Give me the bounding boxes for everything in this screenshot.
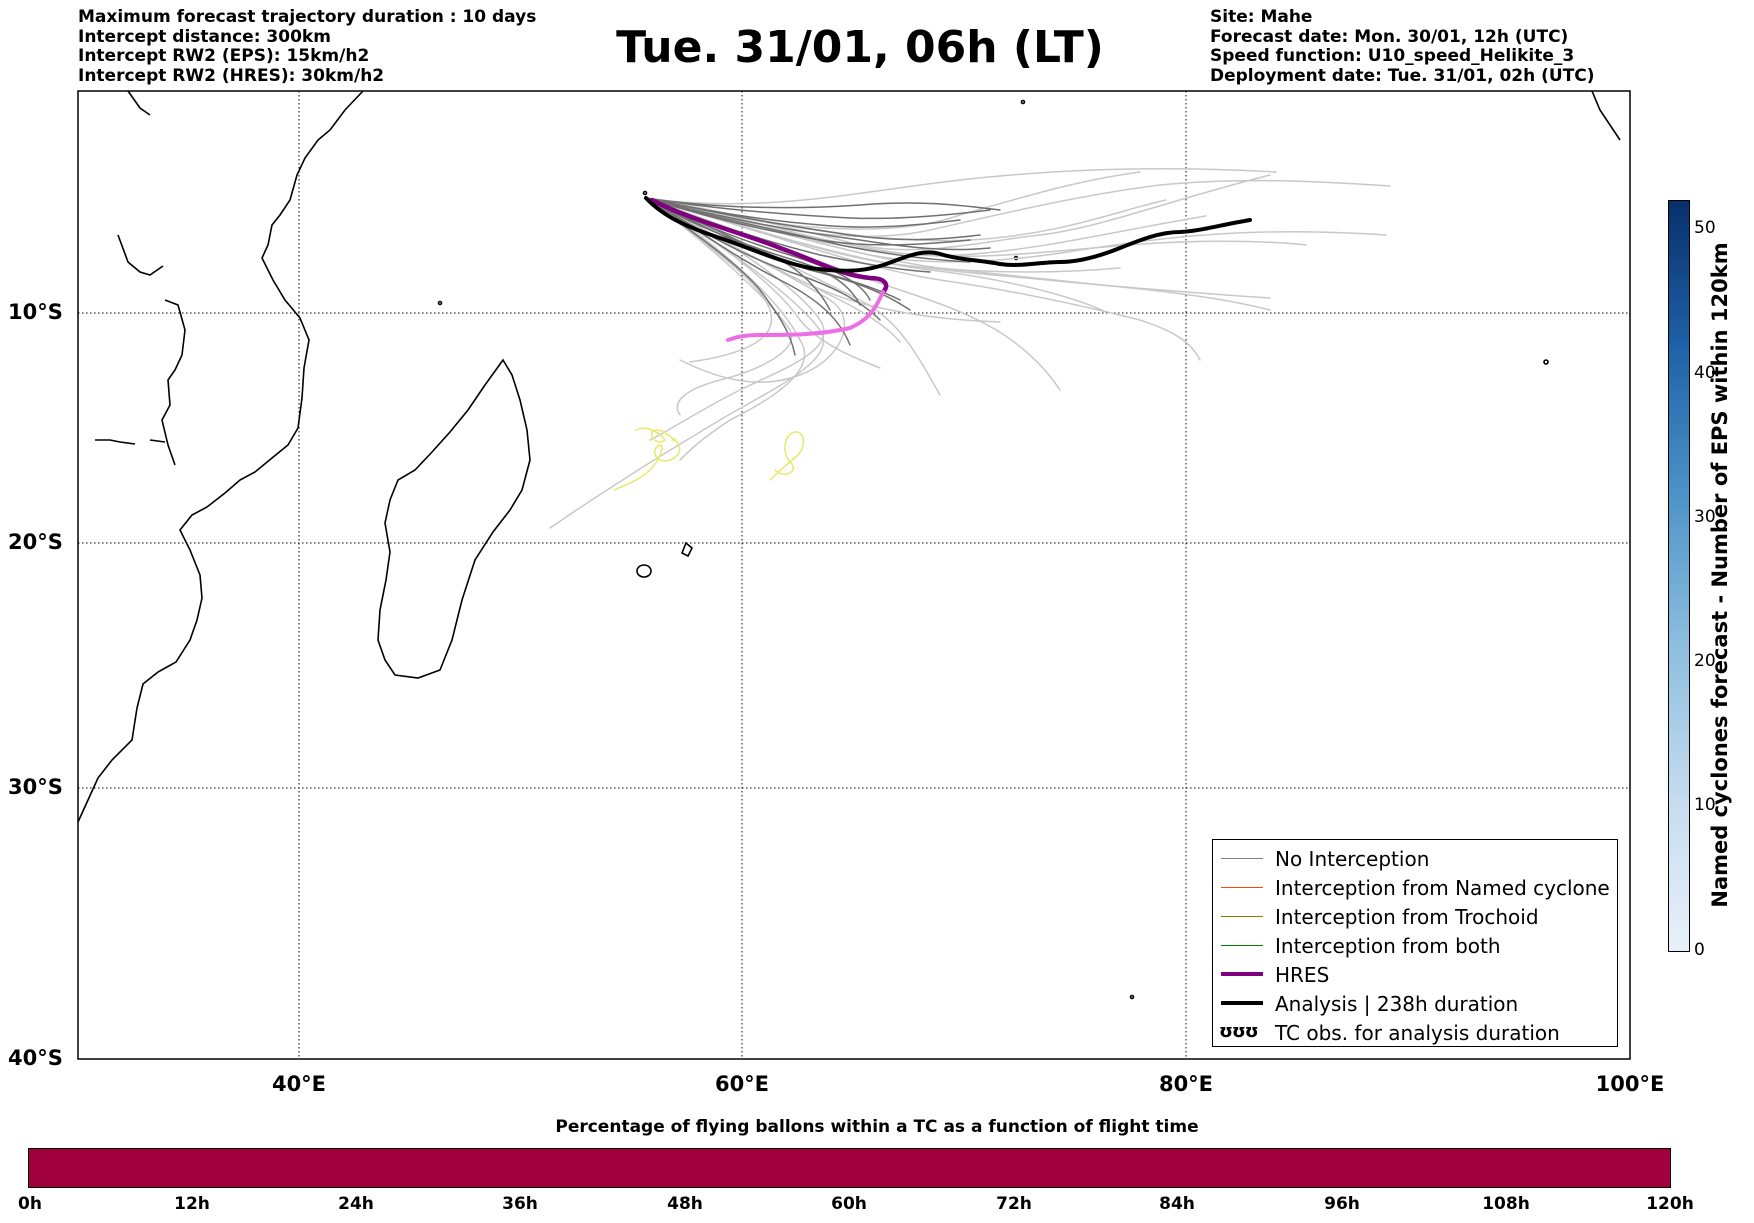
tc-observation-track <box>613 427 805 491</box>
legend-swatch <box>1221 887 1263 888</box>
header-right-info: Site: Mahe Forecast date: Mon. 30/01, 12… <box>1210 7 1595 86</box>
lake-victoria <box>149 299 186 466</box>
arabia-coast <box>117 90 164 276</box>
site-text: Site: Mahe <box>1210 7 1313 27</box>
island-dot <box>1020 99 1026 105</box>
max-duration-text: Maximum forecast trajectory duration : 1… <box>78 7 537 27</box>
hbar-tick: 12h <box>174 1194 210 1214</box>
lon-label-100e: 100°E <box>1595 1072 1665 1096</box>
legend-swatch <box>1221 945 1263 946</box>
cbar-tick-20: 20 <box>1694 651 1716 671</box>
lon-label-40e: 40°E <box>271 1072 327 1096</box>
map-gridlines <box>78 91 1630 1059</box>
lat-label-40s: 40°S <box>8 1046 63 1070</box>
lake-nyasa <box>95 439 136 445</box>
lat-label-10s: 10°S <box>8 300 63 324</box>
tc-obs-symbol: ʊʊʊ <box>1219 1021 1259 1042</box>
legend-swatch <box>1221 858 1263 859</box>
legend-item-both: Interception from both <box>1213 931 1617 960</box>
hres-track <box>649 197 889 295</box>
legend-label: Interception from both <box>1275 934 1501 958</box>
hbar-tick: 48h <box>667 1194 703 1214</box>
eps-count-colorbar <box>1668 200 1690 952</box>
forecast-date-text: Forecast date: Mon. 30/01, 12h (UTC) <box>1210 26 1569 47</box>
speed-function-text: Speed function: U10_speed_Helikite_3 <box>1210 46 1575 66</box>
intercept-eps-text: Intercept RW2 (EPS): 15km/h2 <box>78 46 370 66</box>
map-frame <box>77 90 1631 1060</box>
legend-item-trochoid: Interception from Trochoid <box>1213 902 1617 931</box>
hbar-tick: 120h <box>1646 1194 1694 1214</box>
header-left-info: Maximum forecast trajectory duration : 1… <box>78 7 537 86</box>
madagascar-coast <box>377 358 531 679</box>
hbar-tick: 0h <box>18 1194 42 1214</box>
hbar-tick: 60h <box>831 1194 867 1214</box>
mauritius-island <box>680 541 693 558</box>
hbar-tick: 72h <box>996 1194 1032 1214</box>
trajectories <box>549 167 1391 529</box>
hbar-tick: 108h <box>1482 1194 1530 1214</box>
legend-swatch <box>1221 916 1263 917</box>
hbar-tick: 24h <box>338 1194 374 1214</box>
island-dot <box>1543 359 1549 365</box>
legend-label: Interception from Trochoid <box>1275 905 1539 929</box>
map-legend: No Interception Interception from Named … <box>1212 839 1618 1047</box>
legend-item-no-interception: No Interception <box>1213 844 1617 873</box>
lat-label-30s: 30°S <box>8 775 63 799</box>
cbar-tick-0: 0 <box>1694 940 1705 960</box>
colorbar-vertical-label: Named cyclones forecast - Number of EPS … <box>1708 242 1732 908</box>
cbar-tick-40: 40 <box>1694 363 1716 383</box>
legend-item-tc-obs: ʊʊʊ TC obs. for analysis duration <box>1213 1018 1617 1047</box>
island-dot <box>642 190 648 196</box>
legend-swatch <box>1221 972 1263 976</box>
legend-label: Analysis | 238h duration <box>1275 992 1519 1016</box>
legend-label: TC obs. for analysis duration <box>1275 1021 1560 1045</box>
hbar-tick: 84h <box>1159 1194 1195 1214</box>
flight-time-colorbar <box>28 1148 1671 1188</box>
cbar-tick-50: 50 <box>1694 218 1716 238</box>
legend-label: Interception from Named cyclone <box>1275 876 1610 900</box>
analysis-track <box>644 196 1252 273</box>
legend-item-hres: HRES <box>1213 960 1617 989</box>
legend-swatch <box>1221 1001 1263 1005</box>
legend-item-named-cyclone: Interception from Named cyclone <box>1213 873 1617 902</box>
intercept-hres-text: Intercept RW2 (HRES): 30km/h2 <box>78 65 385 86</box>
legend-label: No Interception <box>1275 847 1430 871</box>
island-dot <box>1129 994 1135 1000</box>
lat-label-20s: 20°S <box>8 530 63 554</box>
sumatra-coast <box>1591 90 1621 141</box>
eps-trajectories-dark <box>645 197 1001 356</box>
hbar-tick: 96h <box>1324 1194 1360 1214</box>
cbar-tick-30: 30 <box>1694 507 1716 527</box>
lon-label-60e: 60°E <box>714 1072 770 1096</box>
page-title: Tue. 31/01, 06h (LT) <box>616 22 1104 73</box>
lon-label-80e: 80°E <box>1158 1072 1214 1096</box>
legend-label: HRES <box>1275 963 1330 987</box>
hres-track-extended <box>726 290 885 342</box>
legend-item-analysis: Analysis | 238h duration <box>1213 989 1617 1018</box>
africa-coast <box>77 90 364 823</box>
colorbar-horizontal-title: Percentage of flying ballons within a TC… <box>555 1117 1199 1137</box>
eps-trajectories-light <box>549 167 1391 529</box>
cbar-tick-10: 10 <box>1694 795 1716 815</box>
intercept-distance-text: Intercept distance: 300km <box>78 26 331 47</box>
deployment-date-text: Deployment date: Tue. 31/01, 02h (UTC) <box>1210 65 1595 86</box>
hbar-tick: 36h <box>502 1194 538 1214</box>
reunion-island <box>636 564 652 578</box>
island-dot <box>437 300 443 306</box>
